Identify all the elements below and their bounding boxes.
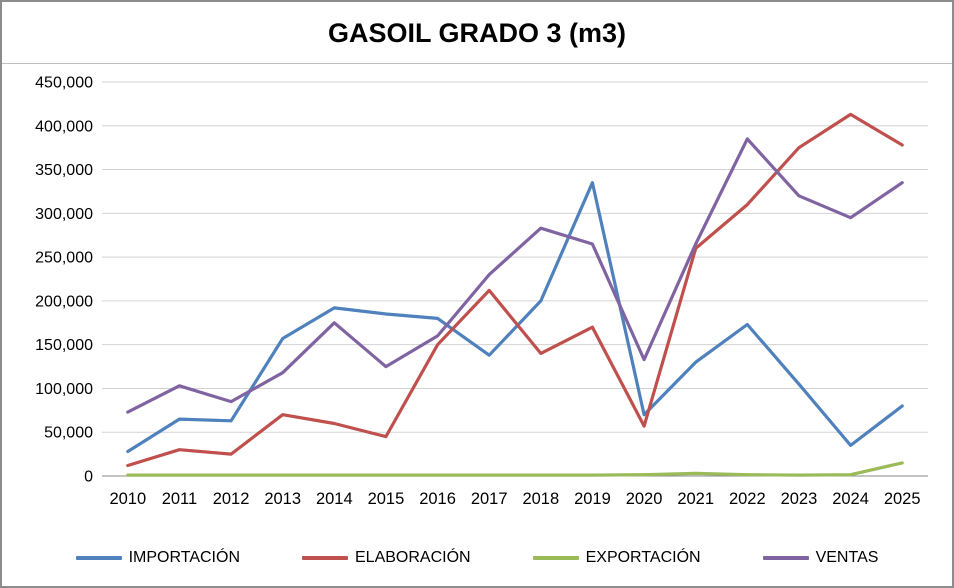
plot-area: 0 50,000 100,000 150,000 200,000 250,000 300,0… (35, 75, 928, 508)
y-tick-label: 150,000 (35, 337, 93, 354)
y-tick-label: 450,000 (35, 75, 93, 92)
y-tick-label: 400,000 (35, 118, 93, 135)
y-tick-label: 100,000 (35, 381, 93, 398)
x-tick-label: 2011 (162, 490, 197, 508)
legend-item-importacion: IMPORTACIÓN (75, 549, 240, 567)
x-tick-label: 2018 (522, 490, 559, 508)
x-tick-label: 2010 (109, 490, 146, 508)
x-tick-label: 2013 (264, 490, 301, 508)
x-tick-label: 2016 (419, 490, 456, 508)
x-tick-label: 2017 (471, 490, 508, 508)
y-tick-label: 0 (84, 469, 93, 486)
x-tick-label: 2025 (884, 490, 921, 508)
legend-label-importacion: IMPORTACIÓN (128, 549, 240, 566)
x-tick-label: 2021 (677, 490, 714, 508)
x-tick-label: 2012 (213, 490, 250, 508)
series-line-elaboración (126, 112, 904, 468)
y-tick-label: 350,000 (35, 162, 93, 179)
y-tick-label: 200,000 (35, 293, 93, 310)
series-line-ventas (126, 137, 904, 414)
y-tick-label: 300,000 (35, 206, 93, 223)
x-tick-label: 2015 (368, 490, 405, 508)
legend-line-exportacion (532, 556, 579, 560)
chart-title: GASOIL GRADO 3 (m3) (2, 2, 952, 64)
legend-line-importacion (75, 556, 122, 560)
x-tick-label: 2014 (316, 490, 353, 508)
legend: IMPORTACIÓN ELABORACIÓN EXPORTACIÓN VENT… (2, 532, 952, 584)
legend-line-elaboracion (302, 556, 348, 560)
y-tick-label: 50,000 (44, 425, 93, 442)
y-tick-label: 250,000 (35, 250, 93, 267)
legend-label-ventas: VENTAS (815, 549, 879, 566)
legend-item-elaboracion: ELABORACIÓN (302, 549, 471, 567)
legend-label-elaboracion: ELABORACIÓN (355, 549, 471, 566)
x-tick-label: 2019 (574, 490, 611, 508)
series-line-importación (126, 181, 904, 454)
x-tick-label: 2022 (729, 490, 766, 508)
x-tick-label: 2023 (781, 490, 818, 508)
legend-label-exportacion: EXPORTACIÓN (585, 549, 701, 566)
x-tick-label: 2024 (832, 490, 869, 508)
series-line-exportación (126, 461, 904, 477)
x-tick-label: 2020 (626, 490, 663, 508)
legend-item-exportacion: EXPORTACIÓN (532, 549, 701, 567)
legend-line-ventas (762, 556, 809, 560)
legend-item-ventas: VENTAS (762, 549, 879, 567)
